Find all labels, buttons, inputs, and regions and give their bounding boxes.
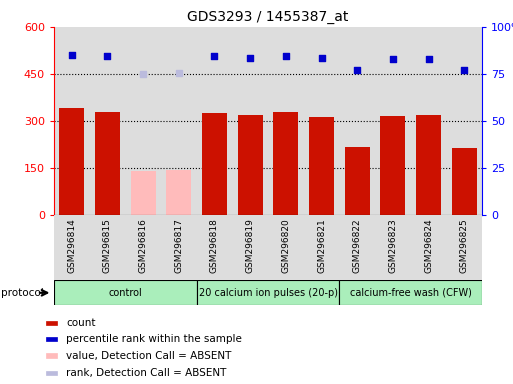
Bar bbox=[375, 27, 411, 215]
Bar bbox=[196, 215, 232, 280]
Point bbox=[210, 53, 219, 59]
Text: protocol: protocol bbox=[1, 288, 44, 298]
Text: calcium-free wash (CFW): calcium-free wash (CFW) bbox=[350, 288, 472, 298]
Bar bbox=[95, 112, 120, 215]
Point bbox=[353, 67, 361, 73]
Bar bbox=[375, 215, 411, 280]
Bar bbox=[416, 115, 441, 215]
Point bbox=[246, 55, 254, 61]
Bar bbox=[345, 147, 370, 215]
Title: GDS3293 / 1455387_at: GDS3293 / 1455387_at bbox=[187, 10, 349, 25]
Point bbox=[103, 53, 111, 59]
Bar bbox=[238, 115, 263, 215]
Bar bbox=[196, 280, 340, 305]
Bar bbox=[381, 116, 405, 215]
Bar bbox=[340, 27, 375, 215]
Text: value, Detection Call = ABSENT: value, Detection Call = ABSENT bbox=[66, 351, 232, 361]
Text: GSM296821: GSM296821 bbox=[317, 218, 326, 273]
Bar bbox=[268, 215, 304, 280]
Text: percentile rank within the sample: percentile rank within the sample bbox=[66, 334, 242, 344]
Bar bbox=[411, 215, 446, 280]
Point bbox=[389, 56, 397, 63]
Bar bbox=[59, 108, 84, 215]
Text: GSM296818: GSM296818 bbox=[210, 218, 219, 273]
Bar bbox=[304, 27, 340, 215]
Text: GSM296820: GSM296820 bbox=[282, 218, 290, 273]
Text: GSM296825: GSM296825 bbox=[460, 218, 469, 273]
Text: GSM296823: GSM296823 bbox=[388, 218, 398, 273]
Bar bbox=[452, 147, 477, 215]
Bar bbox=[340, 280, 482, 305]
Bar bbox=[54, 27, 90, 215]
Bar bbox=[232, 215, 268, 280]
Text: GSM296817: GSM296817 bbox=[174, 218, 183, 273]
Bar bbox=[161, 27, 196, 215]
Text: GSM296816: GSM296816 bbox=[139, 218, 148, 273]
Bar bbox=[54, 280, 196, 305]
Text: 20 calcium ion pulses (20-p): 20 calcium ion pulses (20-p) bbox=[199, 288, 338, 298]
Bar bbox=[273, 112, 299, 215]
Point bbox=[175, 70, 183, 76]
Point bbox=[425, 56, 433, 62]
Text: GSM296819: GSM296819 bbox=[246, 218, 254, 273]
Text: GSM296815: GSM296815 bbox=[103, 218, 112, 273]
Point bbox=[318, 55, 326, 61]
Bar bbox=[46, 354, 57, 358]
Bar bbox=[309, 117, 334, 215]
Point bbox=[68, 52, 76, 58]
Point bbox=[139, 71, 147, 78]
Text: GSM296824: GSM296824 bbox=[424, 218, 433, 273]
Bar bbox=[161, 215, 196, 280]
Bar bbox=[125, 27, 161, 215]
Bar bbox=[46, 371, 57, 375]
Bar bbox=[446, 27, 482, 215]
Bar bbox=[340, 215, 375, 280]
Bar bbox=[46, 337, 57, 341]
Bar bbox=[166, 170, 191, 215]
Bar bbox=[125, 215, 161, 280]
Text: GSM296822: GSM296822 bbox=[353, 218, 362, 273]
Bar bbox=[196, 27, 232, 215]
Text: control: control bbox=[108, 288, 142, 298]
Text: GSM296814: GSM296814 bbox=[67, 218, 76, 273]
Bar bbox=[54, 215, 90, 280]
Bar bbox=[202, 113, 227, 215]
Bar bbox=[446, 215, 482, 280]
Bar bbox=[411, 27, 446, 215]
Point bbox=[460, 67, 468, 73]
Text: rank, Detection Call = ABSENT: rank, Detection Call = ABSENT bbox=[66, 368, 227, 378]
Point bbox=[282, 53, 290, 59]
Bar bbox=[90, 215, 125, 280]
Bar bbox=[46, 321, 57, 324]
Text: count: count bbox=[66, 318, 96, 328]
Bar bbox=[304, 215, 340, 280]
Bar bbox=[131, 171, 155, 215]
Bar bbox=[268, 27, 304, 215]
Bar bbox=[90, 27, 125, 215]
Bar bbox=[232, 27, 268, 215]
